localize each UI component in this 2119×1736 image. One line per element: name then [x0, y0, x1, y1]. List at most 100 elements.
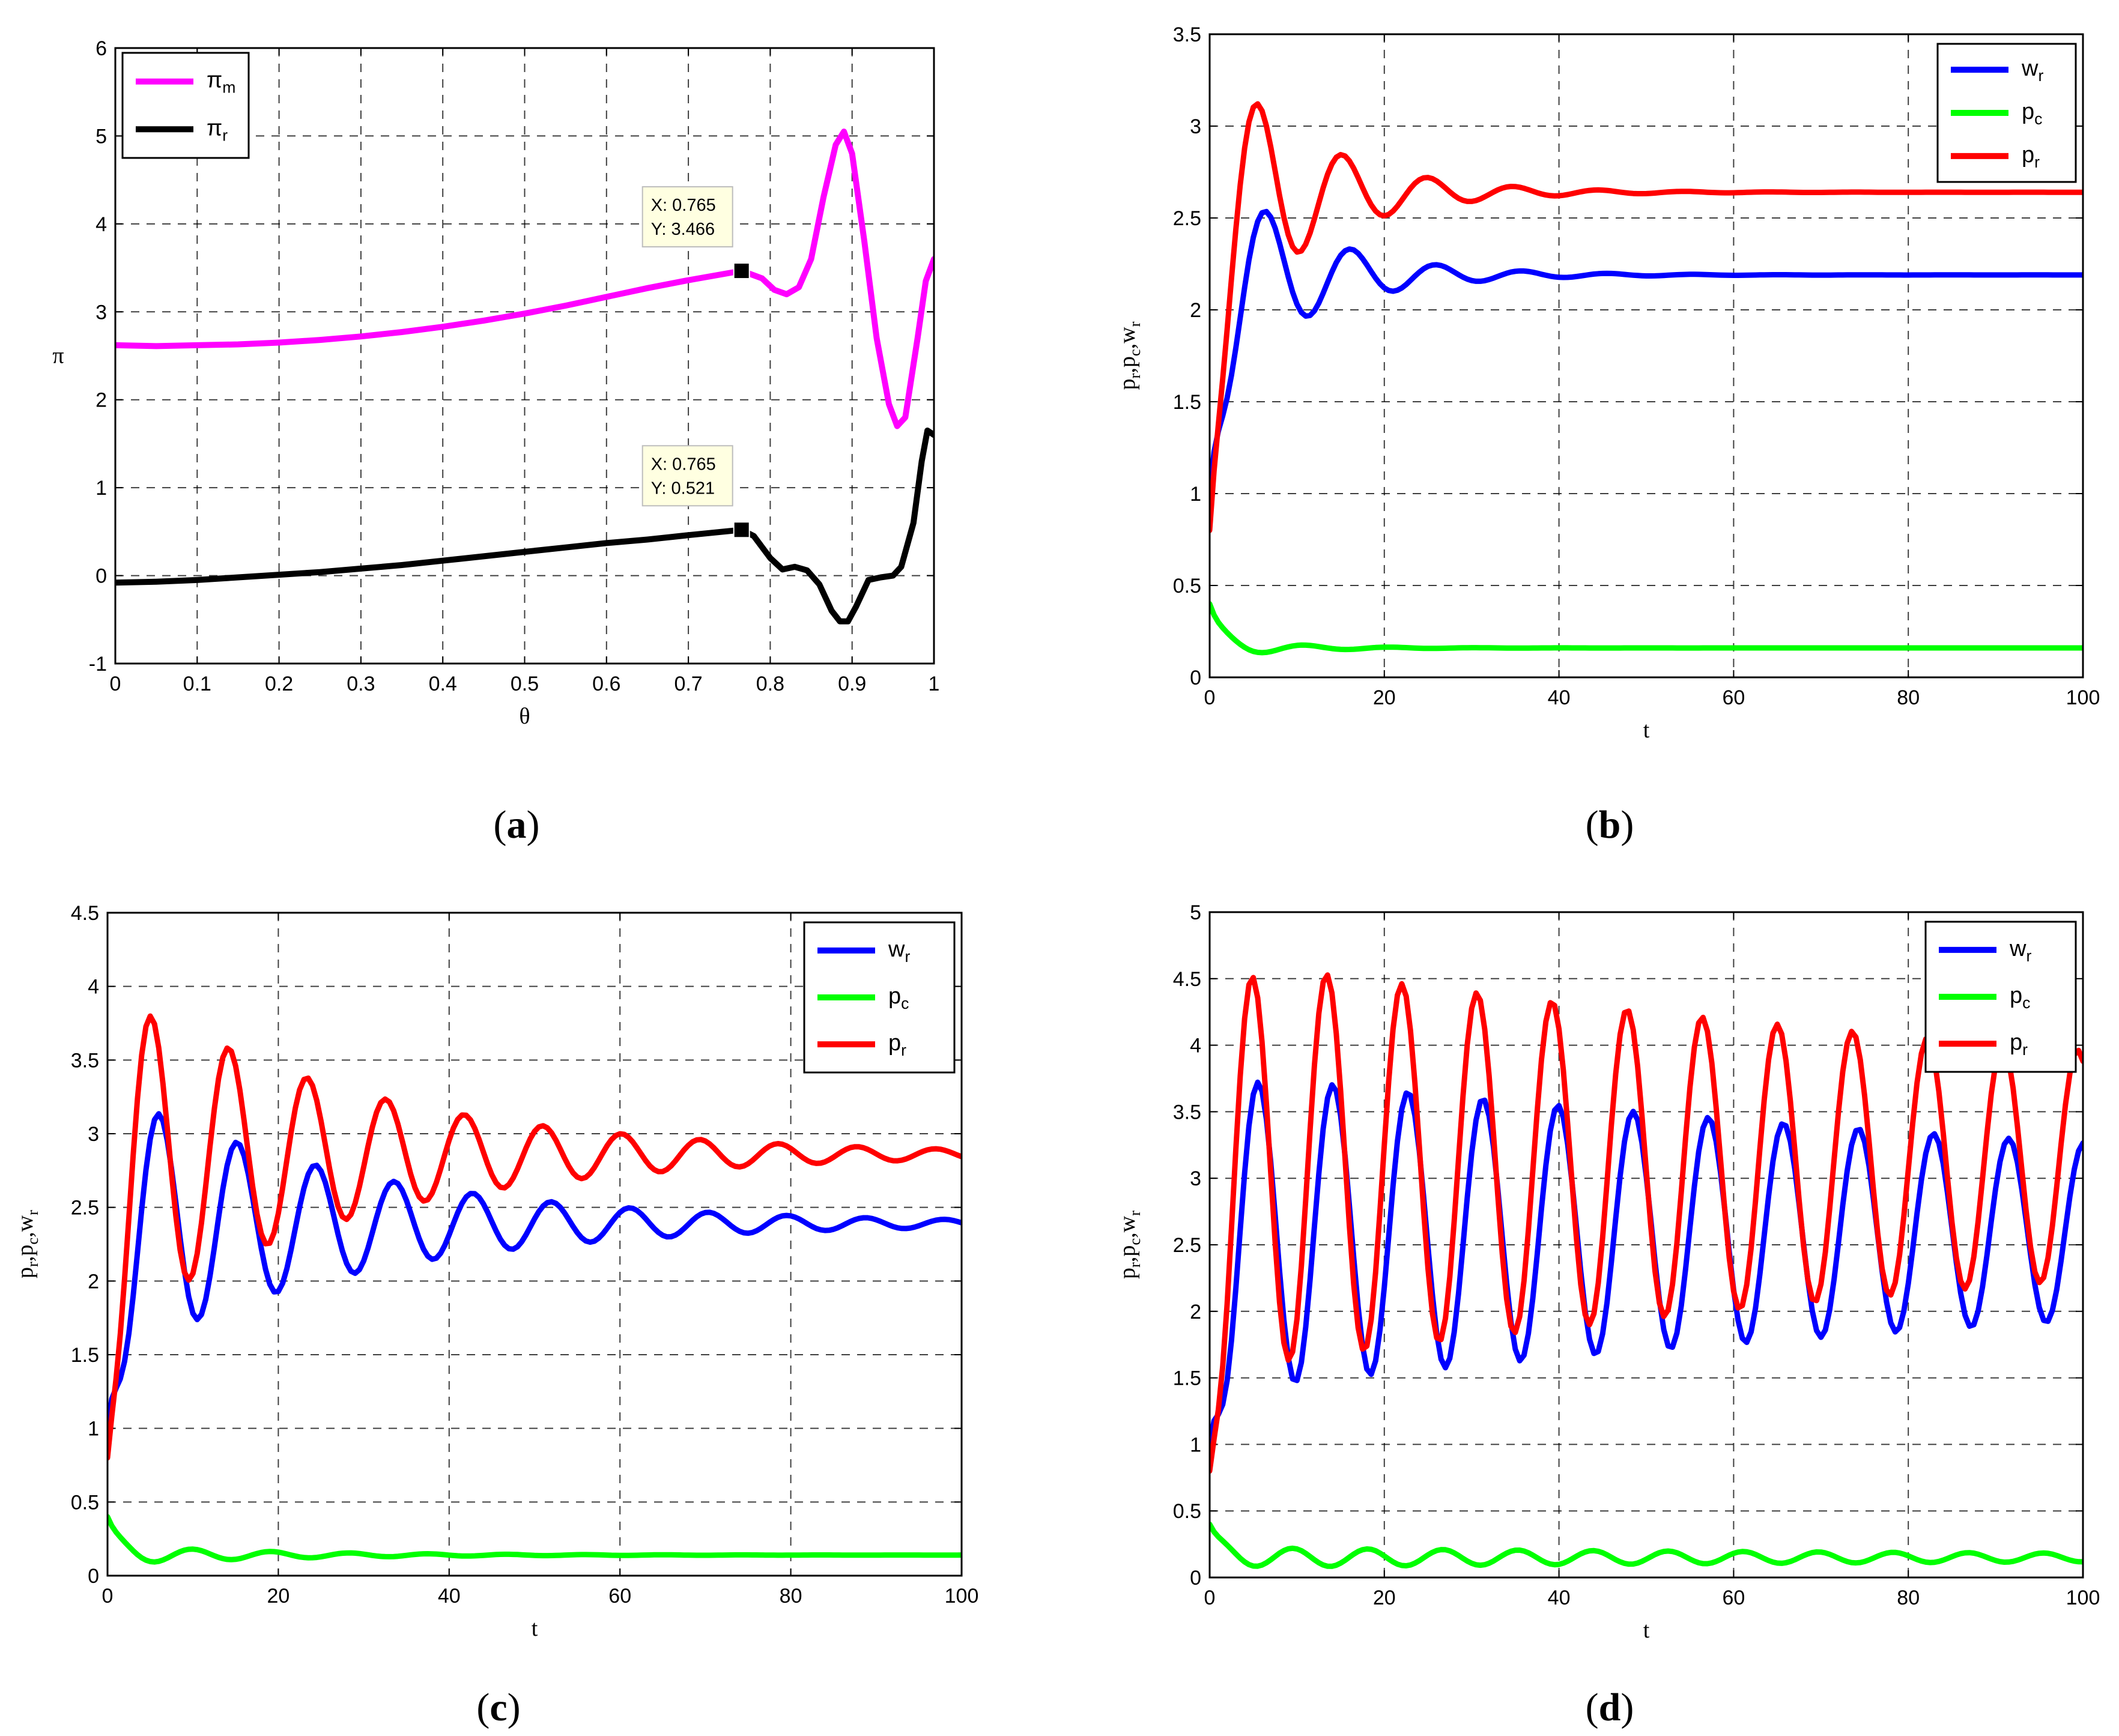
y-tick-label: 1.5	[1173, 391, 1201, 414]
x-tick-label: 20	[1373, 686, 1396, 709]
y-tick-label: 5	[1190, 901, 1201, 924]
y-tick-label: 4	[1190, 1035, 1201, 1057]
datatip-marker	[733, 262, 750, 280]
chart-panel-a: 0 0.1 0.2 0.3 0.4 0.5 0.6 0.7 0.8 0.9 1-10123456θπ…	[52, 37, 939, 847]
y-tick-label: 0	[95, 565, 107, 588]
datatip-box	[641, 445, 733, 507]
grid-lines	[1210, 34, 2083, 677]
y-tick-label: 6	[95, 37, 107, 60]
panel-label: (a)	[494, 803, 540, 847]
chart-panel-d: 0 20 40 60 80 100 0 0.5 1 1.5 2 2.5 3 3.5 4 4.5 5 t pr,pc,…	[1115, 901, 2100, 1729]
x-tick-label: 1	[929, 673, 940, 695]
x-tick-label: 0.7	[674, 673, 702, 695]
legend-label: pc	[2010, 983, 2030, 1012]
series-line-p_r	[1210, 972, 2083, 1474]
chart-panel-b: 0 20 40 60 80 100 0 0.5 1 1.5 2 2.5 3 3.5 t pr,pc,wr (b)…	[1115, 23, 2100, 847]
y-tick-label: 3.5	[1173, 1101, 1201, 1124]
datatip: X: 0.765 Y: 3.466	[641, 186, 750, 280]
x-tick-label: 0.6	[592, 673, 620, 695]
y-tick-label: 4.5	[71, 902, 99, 925]
x-tick-label: 0.5	[511, 673, 539, 695]
x-tick-label: 0.2	[265, 673, 293, 695]
datatip-y: Y: 3.466	[651, 220, 715, 239]
x-axis-label: t	[532, 1616, 538, 1641]
y-tick-label: 1	[1190, 1433, 1201, 1456]
panel-label: (c)	[476, 1686, 520, 1729]
x-tick-label: 40	[1548, 1586, 1571, 1609]
legend-label: πr	[207, 115, 228, 144]
series-line-p_c	[108, 1514, 962, 1565]
y-tick-label: 3.5	[71, 1049, 99, 1072]
grid-lines	[108, 913, 962, 1576]
y-tick-label: 1.5	[71, 1344, 99, 1367]
y-tick-label: 2	[95, 389, 107, 412]
legend: wr pc pr	[1924, 921, 2077, 1073]
y-tick-label: 4.5	[1173, 968, 1201, 991]
x-axis-label: t	[1643, 1618, 1650, 1643]
legend-label: pr	[2022, 142, 2040, 171]
datatip-x: X: 0.765	[651, 455, 716, 474]
series-line-p_c	[1210, 1521, 2083, 1569]
x-tick-label: 80	[1897, 1586, 1920, 1609]
x-tick-label: 60	[1722, 686, 1745, 709]
series-line-πr	[115, 428, 934, 625]
legend-label: pc	[2022, 99, 2042, 128]
legend-label: pr	[2010, 1030, 2028, 1059]
x-tick-label: 0	[1204, 686, 1216, 709]
x-tick-label: 80	[780, 1585, 802, 1607]
x-tick-label: 0.3	[347, 673, 375, 695]
x-tick-label: 20	[267, 1585, 290, 1607]
series-line-p_r	[108, 1013, 962, 1461]
legend-label: wr	[888, 937, 910, 966]
x-tick-label: 0	[102, 1585, 114, 1607]
y-tick-label: 2.5	[1173, 207, 1201, 230]
datatip-marker	[733, 521, 750, 539]
y-tick-label: 4	[95, 213, 107, 236]
y-tick-label: 3	[95, 301, 107, 324]
x-tick-label: 60	[1722, 1586, 1745, 1609]
datatip-box	[641, 186, 733, 248]
x-axis-label: t	[1643, 718, 1650, 743]
series-group	[108, 1013, 962, 1565]
y-tick-label: 4	[88, 976, 99, 999]
y-tick-label: 2.5	[71, 1197, 99, 1220]
y-tick-label: 2.5	[1173, 1234, 1201, 1257]
legend-label: pr	[888, 1030, 906, 1059]
panel-label: (b)	[1586, 803, 1634, 847]
series-line-p_r	[1210, 101, 2083, 533]
x-tick-label: 20	[1373, 1586, 1396, 1609]
x-tick-label: 40	[1548, 686, 1571, 709]
panel-label: (d)	[1586, 1686, 1634, 1729]
y-tick-label: 1.5	[1173, 1367, 1201, 1390]
y-tick-label: 0	[88, 1565, 99, 1588]
y-axis-label: pr,pc,wr	[1115, 321, 1144, 390]
datatip: X: 0.765 Y: 0.521	[641, 445, 750, 539]
y-tick-label: 1	[88, 1418, 99, 1441]
legend-box	[121, 52, 250, 159]
series-line-p_c	[1210, 601, 2083, 656]
legend: wr pc pr	[803, 921, 956, 1074]
y-tick-label: 1	[1190, 483, 1201, 506]
y-axis-label: pr,pc,wr	[13, 1210, 41, 1278]
datatip-y: Y: 0.521	[651, 479, 715, 498]
legend-label: πm	[207, 68, 235, 97]
y-tick-label: 0	[1190, 667, 1201, 689]
y-tick-label: 2	[88, 1270, 99, 1293]
legend-label: wr	[2009, 936, 2031, 965]
x-tick-label: 0	[1204, 1586, 1216, 1609]
series-group	[1210, 101, 2083, 656]
x-axis-label: θ	[519, 704, 530, 729]
y-tick-label: 0.5	[71, 1491, 99, 1514]
y-tick-label: 0.5	[1173, 1500, 1201, 1523]
y-tick-label: 3	[1190, 115, 1201, 138]
legend-label: wr	[2021, 56, 2043, 85]
x-tick-label: 0	[110, 673, 121, 695]
y-tick-label: 3	[1190, 1167, 1201, 1190]
y-tick-label: 2	[1190, 299, 1201, 322]
series-group	[115, 129, 934, 625]
axes-frame	[114, 47, 935, 665]
series-group	[1210, 972, 2083, 1569]
y-axis-label: π	[52, 343, 64, 369]
y-axis-label: pr,pc,wr	[1115, 1211, 1144, 1279]
x-tick-label: 0.8	[756, 673, 784, 695]
